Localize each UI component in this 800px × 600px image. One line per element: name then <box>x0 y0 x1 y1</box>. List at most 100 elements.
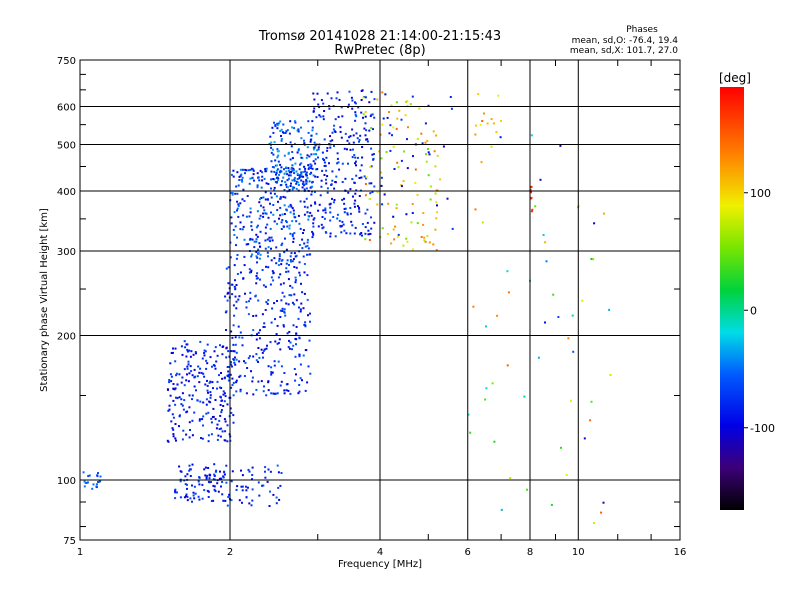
scatter-point <box>480 161 483 164</box>
scatter-point <box>246 195 249 197</box>
scatter-point <box>174 491 177 494</box>
scatter-point <box>174 423 177 425</box>
scatter-point <box>268 236 271 239</box>
scatter-point <box>359 233 362 236</box>
scatter-point <box>234 225 237 228</box>
scatter-point <box>416 193 419 196</box>
scatter-point <box>392 228 395 231</box>
scatter-point <box>331 197 333 200</box>
scatter-point <box>221 493 224 496</box>
scatter-point <box>241 179 243 181</box>
scatter-point <box>264 239 267 242</box>
scatter-point <box>378 150 381 153</box>
scatter-point <box>166 439 169 442</box>
scatter-point <box>292 169 295 172</box>
scatter-point <box>256 256 259 259</box>
scatter-point <box>291 164 294 167</box>
scatter-point <box>280 166 283 169</box>
scatter-point <box>206 362 209 365</box>
scatter-point <box>95 483 98 486</box>
scatter-point <box>229 192 232 194</box>
scatter-point <box>223 400 226 403</box>
y-tick-label: 600 <box>57 103 76 114</box>
scatter-point <box>358 140 360 143</box>
scatter-point <box>236 254 239 256</box>
scatter-point <box>241 180 244 183</box>
scatter-point <box>366 140 369 143</box>
scatter-point <box>390 104 393 107</box>
scatter-point <box>251 488 254 491</box>
scatter-point <box>218 419 221 422</box>
scatter-point <box>274 181 277 183</box>
scatter-point <box>252 168 255 171</box>
scatter-point <box>373 221 376 224</box>
x-tick-label: 16 <box>674 547 687 558</box>
scatter-point <box>353 154 356 156</box>
scatter-point <box>258 257 261 260</box>
scatter-point <box>324 164 327 167</box>
scatter-point <box>222 405 225 407</box>
scatter-point <box>350 96 353 99</box>
scatter-point <box>349 212 352 215</box>
scatter-point <box>287 278 290 281</box>
scatter-point <box>259 198 261 201</box>
scatter-point <box>261 351 264 354</box>
scatter-point <box>395 207 398 210</box>
scatter-point <box>172 387 175 390</box>
scatter-point <box>434 228 437 231</box>
scatter-point <box>224 430 227 433</box>
scatter-point <box>290 182 292 185</box>
scatter-point <box>267 380 270 383</box>
scatter-point <box>435 249 438 252</box>
scatter-point <box>396 161 399 164</box>
scatter-point <box>224 295 227 298</box>
scatter-point <box>256 210 259 213</box>
scatter-point <box>381 123 384 126</box>
scatter-point <box>310 193 313 196</box>
scatter-point <box>269 283 272 286</box>
scatter-point <box>336 217 339 220</box>
scatter-point <box>238 336 241 339</box>
scatter-point <box>189 365 192 368</box>
scatter-point <box>235 488 238 491</box>
scatter-point <box>368 101 371 104</box>
scatter-point <box>355 160 357 163</box>
scatter-point <box>235 300 238 303</box>
scatter-point <box>289 174 292 177</box>
scatter-point <box>273 121 275 124</box>
scatter-point <box>311 230 314 233</box>
scatter-point <box>169 373 172 376</box>
scatter-point <box>381 227 384 230</box>
scatter-point <box>293 127 296 130</box>
scatter-point <box>367 229 370 232</box>
scatter-point <box>339 126 342 129</box>
scatter-point <box>241 344 244 347</box>
scatter-point <box>216 482 219 485</box>
scatter-point <box>209 394 212 397</box>
scatter-point <box>249 291 252 294</box>
scatter-point <box>186 487 188 490</box>
scatter-point <box>219 404 222 406</box>
scatter-point <box>297 392 300 395</box>
scatter-point <box>365 176 368 179</box>
scatter-point <box>264 226 267 229</box>
scatter-point <box>280 472 283 474</box>
scatter-point <box>280 299 283 302</box>
scatter-point <box>354 111 357 114</box>
scatter-point <box>276 148 279 151</box>
scatter-point <box>223 470 226 473</box>
scatter-point <box>264 466 267 469</box>
scatter-point <box>182 429 185 432</box>
scatter-point <box>295 220 298 223</box>
scatter-point <box>279 273 282 276</box>
scatter-point <box>239 271 242 274</box>
scatter-point <box>271 239 274 242</box>
scatter-point <box>353 205 356 208</box>
scatter-point <box>312 160 315 163</box>
scatter-point <box>279 196 282 199</box>
scatter-point <box>291 188 294 191</box>
scatter-point <box>325 169 328 172</box>
scatter-point <box>354 199 357 202</box>
scatter-point <box>191 500 193 503</box>
scatter-point <box>358 210 361 213</box>
